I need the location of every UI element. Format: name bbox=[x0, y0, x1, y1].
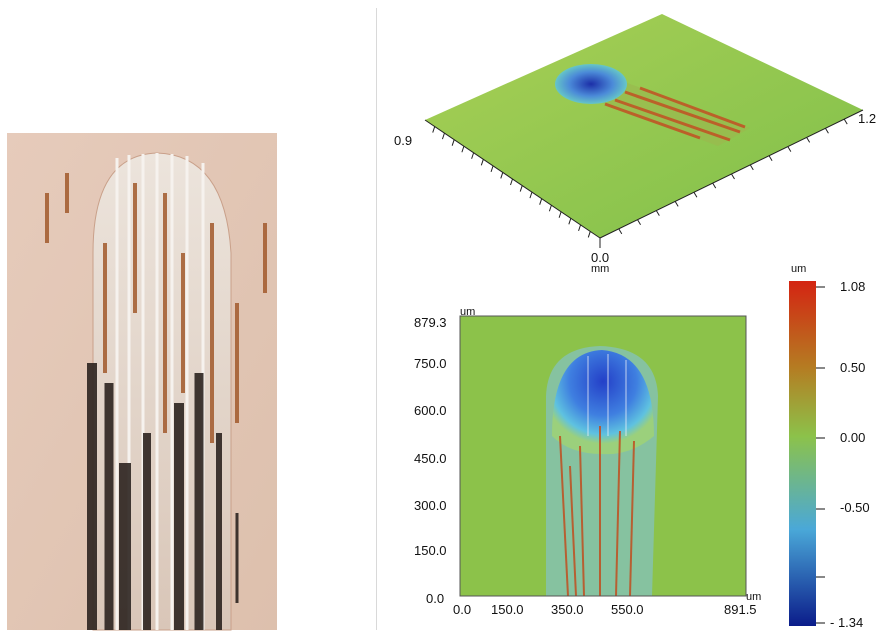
surface-left-axis-value: 0.9 bbox=[394, 133, 413, 148]
ticksLeft-tick bbox=[568, 218, 572, 225]
ticksLeft-tick bbox=[578, 224, 582, 232]
ticksLeft-tick bbox=[587, 231, 591, 238]
wear-scar-photo bbox=[7, 133, 277, 631]
ticksRight-tick bbox=[655, 210, 660, 216]
ticksLeft-tick bbox=[510, 178, 513, 186]
ticksLeft-tick bbox=[548, 205, 552, 212]
height-map-x-unit: um bbox=[746, 591, 762, 603]
surface-right-axis-value: 1.2 bbox=[858, 111, 877, 126]
ticksLeft-tick bbox=[461, 146, 465, 153]
x-tick-891: 891.5 bbox=[724, 602, 757, 617]
colorbar-tick-max: 1.08 bbox=[840, 279, 866, 294]
ticksRight-tick bbox=[731, 173, 735, 180]
surface-origin-unit: mm bbox=[591, 263, 610, 275]
ticksLeft-tick bbox=[432, 126, 436, 133]
ticksLeft-tick bbox=[539, 198, 543, 205]
x-tick-350: 350.0 bbox=[551, 602, 584, 617]
ticksLeft-tick bbox=[480, 159, 484, 166]
surface-origin-value: 0.0 bbox=[591, 250, 610, 265]
y-tick-0: 0.0 bbox=[426, 591, 445, 606]
ticksRight-tick bbox=[824, 128, 829, 134]
x-tick-550: 550.0 bbox=[611, 602, 644, 617]
ticksRight-tick bbox=[768, 155, 773, 161]
ticksRight-tick bbox=[618, 228, 623, 235]
ticksRight-tick bbox=[674, 201, 679, 207]
ticksLeft-tick bbox=[441, 132, 445, 140]
ticksRight-tick bbox=[693, 192, 698, 198]
y-tick-879: 879.3 bbox=[414, 315, 447, 330]
ticksRight-tick bbox=[637, 219, 642, 225]
colorbar-tick-050: 0.50 bbox=[840, 360, 866, 375]
ticksRight-tick bbox=[806, 137, 811, 143]
colorbar-tick-min: - 1.34 bbox=[830, 615, 864, 630]
ticksLeft-tick bbox=[471, 152, 475, 159]
height-map-y-unit: um bbox=[460, 306, 476, 318]
y-tick-150: 150.0 bbox=[414, 543, 447, 558]
colorbar-tick-000: 0.00 bbox=[840, 430, 866, 445]
y-tick-450: 450.0 bbox=[414, 451, 447, 466]
height-map-plot bbox=[459, 315, 747, 597]
ticksLeft-tick bbox=[500, 172, 504, 179]
y-tick-750: 750.0 bbox=[414, 356, 447, 371]
ticksRight-tick bbox=[843, 118, 848, 125]
x-tick-0: 0.0 bbox=[453, 602, 472, 617]
panel-divider bbox=[376, 8, 377, 630]
ticksRight-tick bbox=[749, 164, 754, 171]
ticksLeft-tick bbox=[529, 191, 533, 199]
ticksLeft-tick bbox=[558, 211, 562, 218]
ticksRight-tick bbox=[787, 146, 792, 152]
ticksLeft-tick bbox=[490, 165, 494, 173]
surface-3d-plot bbox=[424, 14, 864, 248]
colorbar bbox=[789, 281, 825, 626]
colorbar-unit: um bbox=[791, 263, 807, 275]
x-tick-150: 150.0 bbox=[491, 602, 524, 617]
ticksLeft-tick bbox=[451, 139, 455, 146]
y-tick-600: 600.0 bbox=[414, 403, 447, 418]
ticksLeft-tick bbox=[519, 185, 523, 192]
y-tick-300: 300.0 bbox=[414, 498, 447, 513]
ticksRight-tick bbox=[712, 182, 717, 189]
colorbar-tick-neg050: -0.50 bbox=[840, 500, 870, 515]
